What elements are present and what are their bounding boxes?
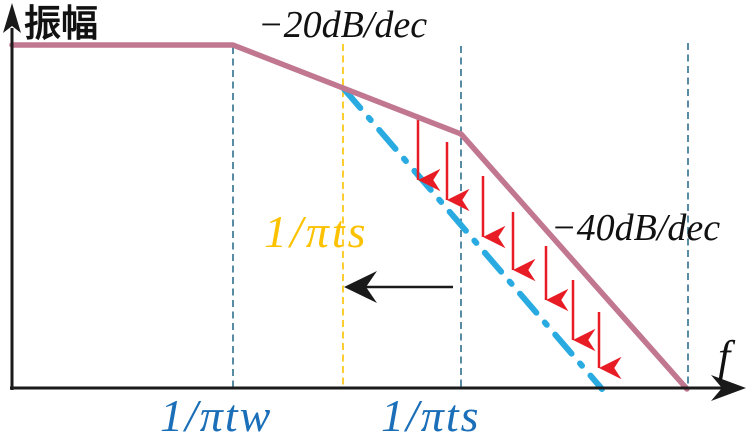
amplitude-curve [9, 42, 690, 392]
slope-label-40db: −40dB/dec [551, 207, 720, 249]
corner-label-1-pi-tw: 1/πtw [160, 390, 272, 436]
shifted-corner-label: 1/πts [264, 206, 369, 257]
x-axis-label: f [718, 332, 736, 381]
x-axis-arrowhead-icon [711, 375, 746, 401]
corner-label-1-pi-ts: 1/πts [381, 390, 481, 436]
axes [3, 3, 746, 401]
shift-left-arrowhead-icon [344, 271, 377, 303]
slope-label-20db: −20dB/dec [258, 4, 427, 46]
shifted-asymptote-line [341, 86, 605, 392]
y-axis-label: 振幅 [24, 2, 98, 45]
shift-left-arrow [344, 271, 453, 303]
guide-lines [232, 43, 689, 388]
y-axis-arrowhead-icon [3, 3, 21, 33]
red-attenuation-arrows [416, 118, 622, 380]
